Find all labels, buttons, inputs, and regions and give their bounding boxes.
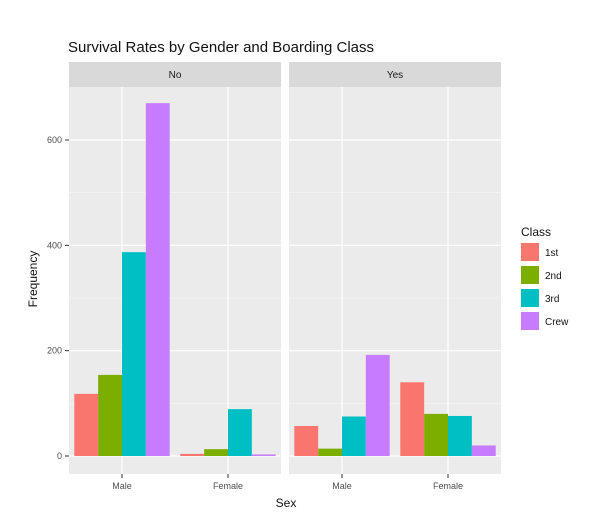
bar-yes-male-2nd xyxy=(318,448,342,456)
legend-label-1st: 1st xyxy=(545,248,559,259)
bar-no-male-crew xyxy=(145,103,170,456)
x-tick-label: Male xyxy=(332,481,352,491)
bar-yes-male-crew xyxy=(365,354,390,456)
legend: Class 1st 2nd 3rd Crew xyxy=(521,225,569,330)
y-tick-label: 400 xyxy=(47,240,62,250)
facet-panel-no: No Male Female xyxy=(69,62,281,491)
facet-strip xyxy=(69,62,281,87)
x-tick-label: Female xyxy=(213,481,243,491)
bar-no-male-3rd xyxy=(122,252,146,456)
bar-no-female-3rd xyxy=(228,409,252,456)
bar-yes-male-3rd xyxy=(342,416,366,456)
bar-yes-female-3rd xyxy=(448,415,472,456)
chart-title: Survival Rates by Gender and Boarding Cl… xyxy=(68,39,374,56)
legend-title: Class xyxy=(521,225,551,239)
bar-yes-male-1st xyxy=(294,425,319,456)
x-tick-label: Male xyxy=(112,481,132,491)
y-tick-label: 200 xyxy=(47,346,62,356)
x-tick-label: Female xyxy=(433,481,463,491)
y-tick-label: 0 xyxy=(57,451,62,461)
bar-no-female-crew xyxy=(251,454,276,456)
bar-yes-female-2nd xyxy=(424,413,448,456)
bar-no-female-1st xyxy=(180,453,205,456)
legend-label-crew: Crew xyxy=(545,317,569,328)
legend-label-3rd: 3rd xyxy=(545,294,559,305)
facet-strip xyxy=(289,62,501,87)
y-tick-label: 600 xyxy=(47,135,62,145)
x-axis-title: Sex xyxy=(276,496,297,510)
legend-label-2nd: 2nd xyxy=(545,271,562,282)
bar-yes-female-crew xyxy=(471,445,496,456)
bar-no-female-2nd xyxy=(204,449,228,456)
bar-yes-female-1st xyxy=(400,382,425,456)
legend-key-1st xyxy=(521,243,539,261)
y-axis-title: Frequency xyxy=(26,251,40,308)
bar-no-male-1st xyxy=(74,393,99,456)
legend-key-crew xyxy=(521,312,539,330)
facet-panels: No Male Female Yes Male Female 0 200 400 600 xyxy=(47,62,501,491)
legend-key-3rd xyxy=(521,289,539,307)
facet-strip-label: No xyxy=(169,70,182,81)
panel-background xyxy=(289,87,501,474)
bar-no-male-2nd xyxy=(98,374,122,456)
facet-strip-label: Yes xyxy=(387,70,403,81)
legend-key-2nd xyxy=(521,266,539,284)
facet-panel-yes: Yes Male Female xyxy=(289,62,501,491)
